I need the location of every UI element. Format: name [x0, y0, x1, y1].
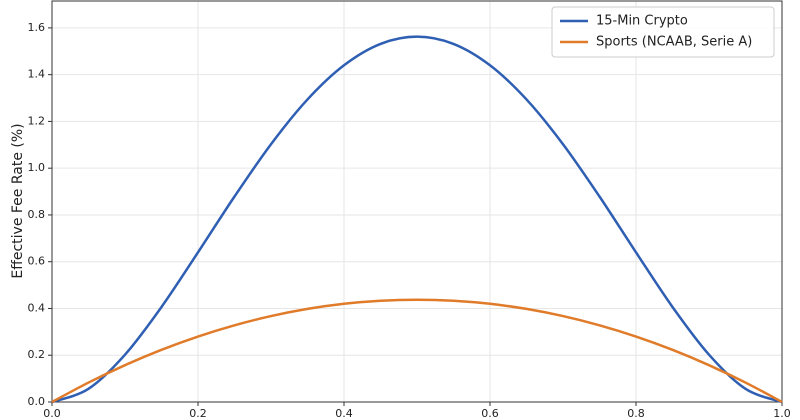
y-tick-label: 1.4	[28, 68, 46, 81]
y-tick-label: 0.2	[28, 348, 46, 361]
y-tick-label: 0.4	[28, 301, 46, 314]
line-series	[51, 298, 783, 404]
x-tick-label: 0.4	[335, 407, 353, 420]
y-tick-label: 0.6	[28, 255, 46, 268]
y-tick-label: 0.8	[28, 208, 46, 221]
y-tick-label: 0.0	[28, 395, 46, 408]
x-tick-label: 0.8	[627, 407, 645, 420]
legend-label: Sports (NCAAB, Serie A)	[596, 35, 752, 50]
line-series	[51, 35, 783, 404]
x-tick-label: 0.0	[43, 407, 61, 420]
y-tick-label: 1.6	[28, 21, 46, 34]
plot-frame	[51, 0, 783, 403]
y-tick-label: 1.2	[28, 114, 46, 127]
x-tick-label: 0.6	[481, 407, 499, 420]
y-axis-label: Effective Fee Rate (%)	[10, 123, 26, 278]
y-tick-label: 1.0	[28, 161, 46, 174]
legend-box	[551, 6, 775, 58]
x-tick-label: 1.0	[773, 407, 791, 420]
legend-label: 15-Min Crypto	[596, 14, 688, 29]
x-tick-label: 0.2	[189, 407, 207, 420]
